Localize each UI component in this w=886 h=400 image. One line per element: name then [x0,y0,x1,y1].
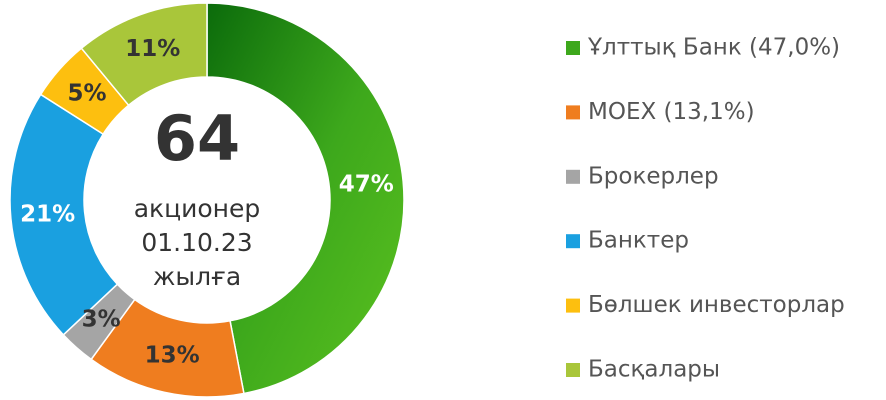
slice [9,93,119,336]
center-line: акционер [134,194,261,223]
slice-label: 13% [145,343,200,369]
slice-label: 21% [20,202,75,228]
legend-label: Ұлттық Банк (47,0%) [587,35,840,61]
legend-swatch [566,105,580,120]
legend-label: Брокерлер [588,163,719,189]
slice-label: 11% [125,36,180,62]
slice-label: 5% [67,81,106,107]
slice-label: 47% [339,171,394,197]
center-value: 64 [154,102,240,175]
slice [206,2,405,395]
legend-swatch [566,298,580,313]
slice [80,2,208,107]
slice-label: 3% [82,307,121,333]
legend-label: Банктер [588,228,689,254]
legend-label: MOEX (13,1%) [588,99,755,125]
legend-label: Бөлшек инвесторлар [588,292,845,318]
donut [9,2,405,398]
legend-swatch [566,234,580,249]
legend-swatch [566,41,580,55]
legend-swatch [566,363,580,377]
legend-label: Басқалары [588,357,720,383]
center-line: 01.10.23 [141,228,252,257]
legend-swatch [566,169,580,184]
center-line: жылға [153,262,241,291]
